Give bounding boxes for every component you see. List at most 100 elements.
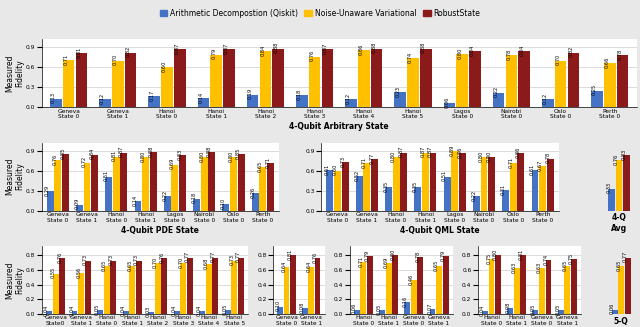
Text: 0.35: 0.35 bbox=[413, 181, 418, 192]
Bar bbox=[354, 310, 360, 314]
Text: 0.79: 0.79 bbox=[365, 250, 370, 261]
Bar bbox=[223, 49, 235, 107]
Text: 0.61: 0.61 bbox=[325, 164, 330, 175]
Text: 0.70: 0.70 bbox=[556, 54, 561, 65]
Text: 0.82: 0.82 bbox=[568, 46, 573, 57]
Bar bbox=[231, 261, 237, 314]
Bar bbox=[532, 170, 538, 211]
Text: 0.76: 0.76 bbox=[614, 153, 619, 165]
Bar bbox=[360, 262, 366, 314]
Bar bbox=[225, 310, 230, 314]
Text: 0.12: 0.12 bbox=[543, 93, 548, 104]
Text: 0.14: 0.14 bbox=[133, 195, 138, 206]
Text: 0.10: 0.10 bbox=[275, 300, 280, 311]
X-axis label: 4-Qubit Arbitrary State: 4-Qubit Arbitrary State bbox=[289, 122, 389, 131]
Text: 0.80: 0.80 bbox=[141, 151, 145, 162]
Text: 0.04: 0.04 bbox=[120, 304, 125, 316]
Text: 0.03: 0.03 bbox=[146, 305, 151, 317]
Bar bbox=[105, 177, 112, 211]
Text: 0.76: 0.76 bbox=[52, 153, 58, 165]
Bar bbox=[84, 163, 90, 211]
Bar bbox=[54, 160, 61, 211]
Bar bbox=[326, 170, 333, 211]
Text: 0.86: 0.86 bbox=[516, 147, 521, 158]
Text: 0.88: 0.88 bbox=[372, 42, 376, 53]
Text: 0.19: 0.19 bbox=[248, 88, 253, 99]
Bar bbox=[411, 280, 417, 314]
Text: 0.80: 0.80 bbox=[228, 151, 234, 162]
Bar bbox=[617, 55, 628, 107]
Text: 0.87: 0.87 bbox=[428, 146, 433, 157]
Text: 0.86: 0.86 bbox=[359, 43, 364, 55]
Bar bbox=[456, 54, 468, 107]
Bar bbox=[62, 154, 68, 211]
Text: 0.22: 0.22 bbox=[493, 86, 499, 97]
Bar bbox=[436, 267, 442, 314]
Text: 0.69: 0.69 bbox=[383, 257, 388, 268]
Bar bbox=[392, 255, 398, 314]
Text: 0.81: 0.81 bbox=[111, 150, 116, 162]
Text: 0.71: 0.71 bbox=[266, 157, 270, 168]
Bar bbox=[142, 157, 149, 211]
Text: 0.73: 0.73 bbox=[340, 156, 345, 167]
Bar bbox=[532, 310, 538, 314]
Bar bbox=[104, 267, 109, 314]
Text: 0.82: 0.82 bbox=[125, 46, 131, 57]
Text: 0.65: 0.65 bbox=[258, 161, 263, 172]
Text: 0.22: 0.22 bbox=[472, 190, 476, 201]
Text: 0.73: 0.73 bbox=[108, 254, 113, 265]
Bar bbox=[443, 256, 449, 314]
Bar bbox=[545, 260, 552, 314]
Bar bbox=[91, 155, 98, 211]
Bar bbox=[608, 189, 615, 211]
Text: 0.26: 0.26 bbox=[250, 187, 255, 198]
Bar bbox=[134, 201, 141, 211]
Text: 0.80: 0.80 bbox=[479, 151, 484, 162]
Bar bbox=[539, 166, 546, 211]
Text: 0.76: 0.76 bbox=[310, 50, 315, 61]
Text: 0.86: 0.86 bbox=[458, 147, 462, 158]
Bar bbox=[386, 264, 392, 314]
Text: 0.79: 0.79 bbox=[211, 48, 216, 60]
Bar bbox=[302, 308, 308, 314]
Bar bbox=[50, 98, 61, 107]
Bar bbox=[469, 51, 481, 107]
Text: 0.65: 0.65 bbox=[127, 260, 132, 271]
Text: 0.77: 0.77 bbox=[236, 251, 241, 262]
Bar bbox=[205, 264, 212, 314]
Bar bbox=[451, 151, 458, 211]
Bar bbox=[444, 103, 455, 107]
Text: 0.63: 0.63 bbox=[537, 261, 542, 273]
Text: 0.08: 0.08 bbox=[505, 301, 510, 313]
Text: 0.80: 0.80 bbox=[390, 249, 395, 260]
Bar bbox=[99, 99, 111, 107]
Text: 0.05: 0.05 bbox=[95, 304, 100, 315]
Text: 0.04: 0.04 bbox=[70, 304, 74, 316]
Bar bbox=[400, 153, 407, 211]
Text: 0.78: 0.78 bbox=[545, 152, 550, 164]
Text: 0.84: 0.84 bbox=[519, 45, 524, 56]
Text: 0.18: 0.18 bbox=[191, 192, 196, 203]
Text: 0.77: 0.77 bbox=[369, 153, 374, 164]
Bar bbox=[76, 53, 87, 107]
Bar bbox=[97, 310, 103, 314]
Text: 0.29: 0.29 bbox=[45, 185, 50, 196]
Bar bbox=[309, 57, 321, 107]
Bar bbox=[422, 153, 429, 211]
Bar bbox=[356, 176, 363, 211]
X-axis label: 5-Q
Avg: 5-Q Avg bbox=[613, 317, 629, 327]
Bar bbox=[417, 257, 423, 314]
Text: 0.22: 0.22 bbox=[163, 190, 167, 201]
Text: 0.10: 0.10 bbox=[221, 198, 226, 209]
Text: 0.61: 0.61 bbox=[530, 164, 535, 175]
Bar bbox=[47, 191, 54, 211]
Bar bbox=[514, 268, 520, 314]
Bar bbox=[193, 198, 200, 211]
Text: 0.84: 0.84 bbox=[260, 45, 266, 56]
Text: 0.68: 0.68 bbox=[204, 258, 209, 269]
Text: 0.87: 0.87 bbox=[224, 43, 229, 54]
Text: 0.81: 0.81 bbox=[76, 47, 81, 58]
Bar bbox=[429, 153, 436, 211]
Bar bbox=[260, 51, 271, 107]
Bar bbox=[616, 160, 623, 211]
